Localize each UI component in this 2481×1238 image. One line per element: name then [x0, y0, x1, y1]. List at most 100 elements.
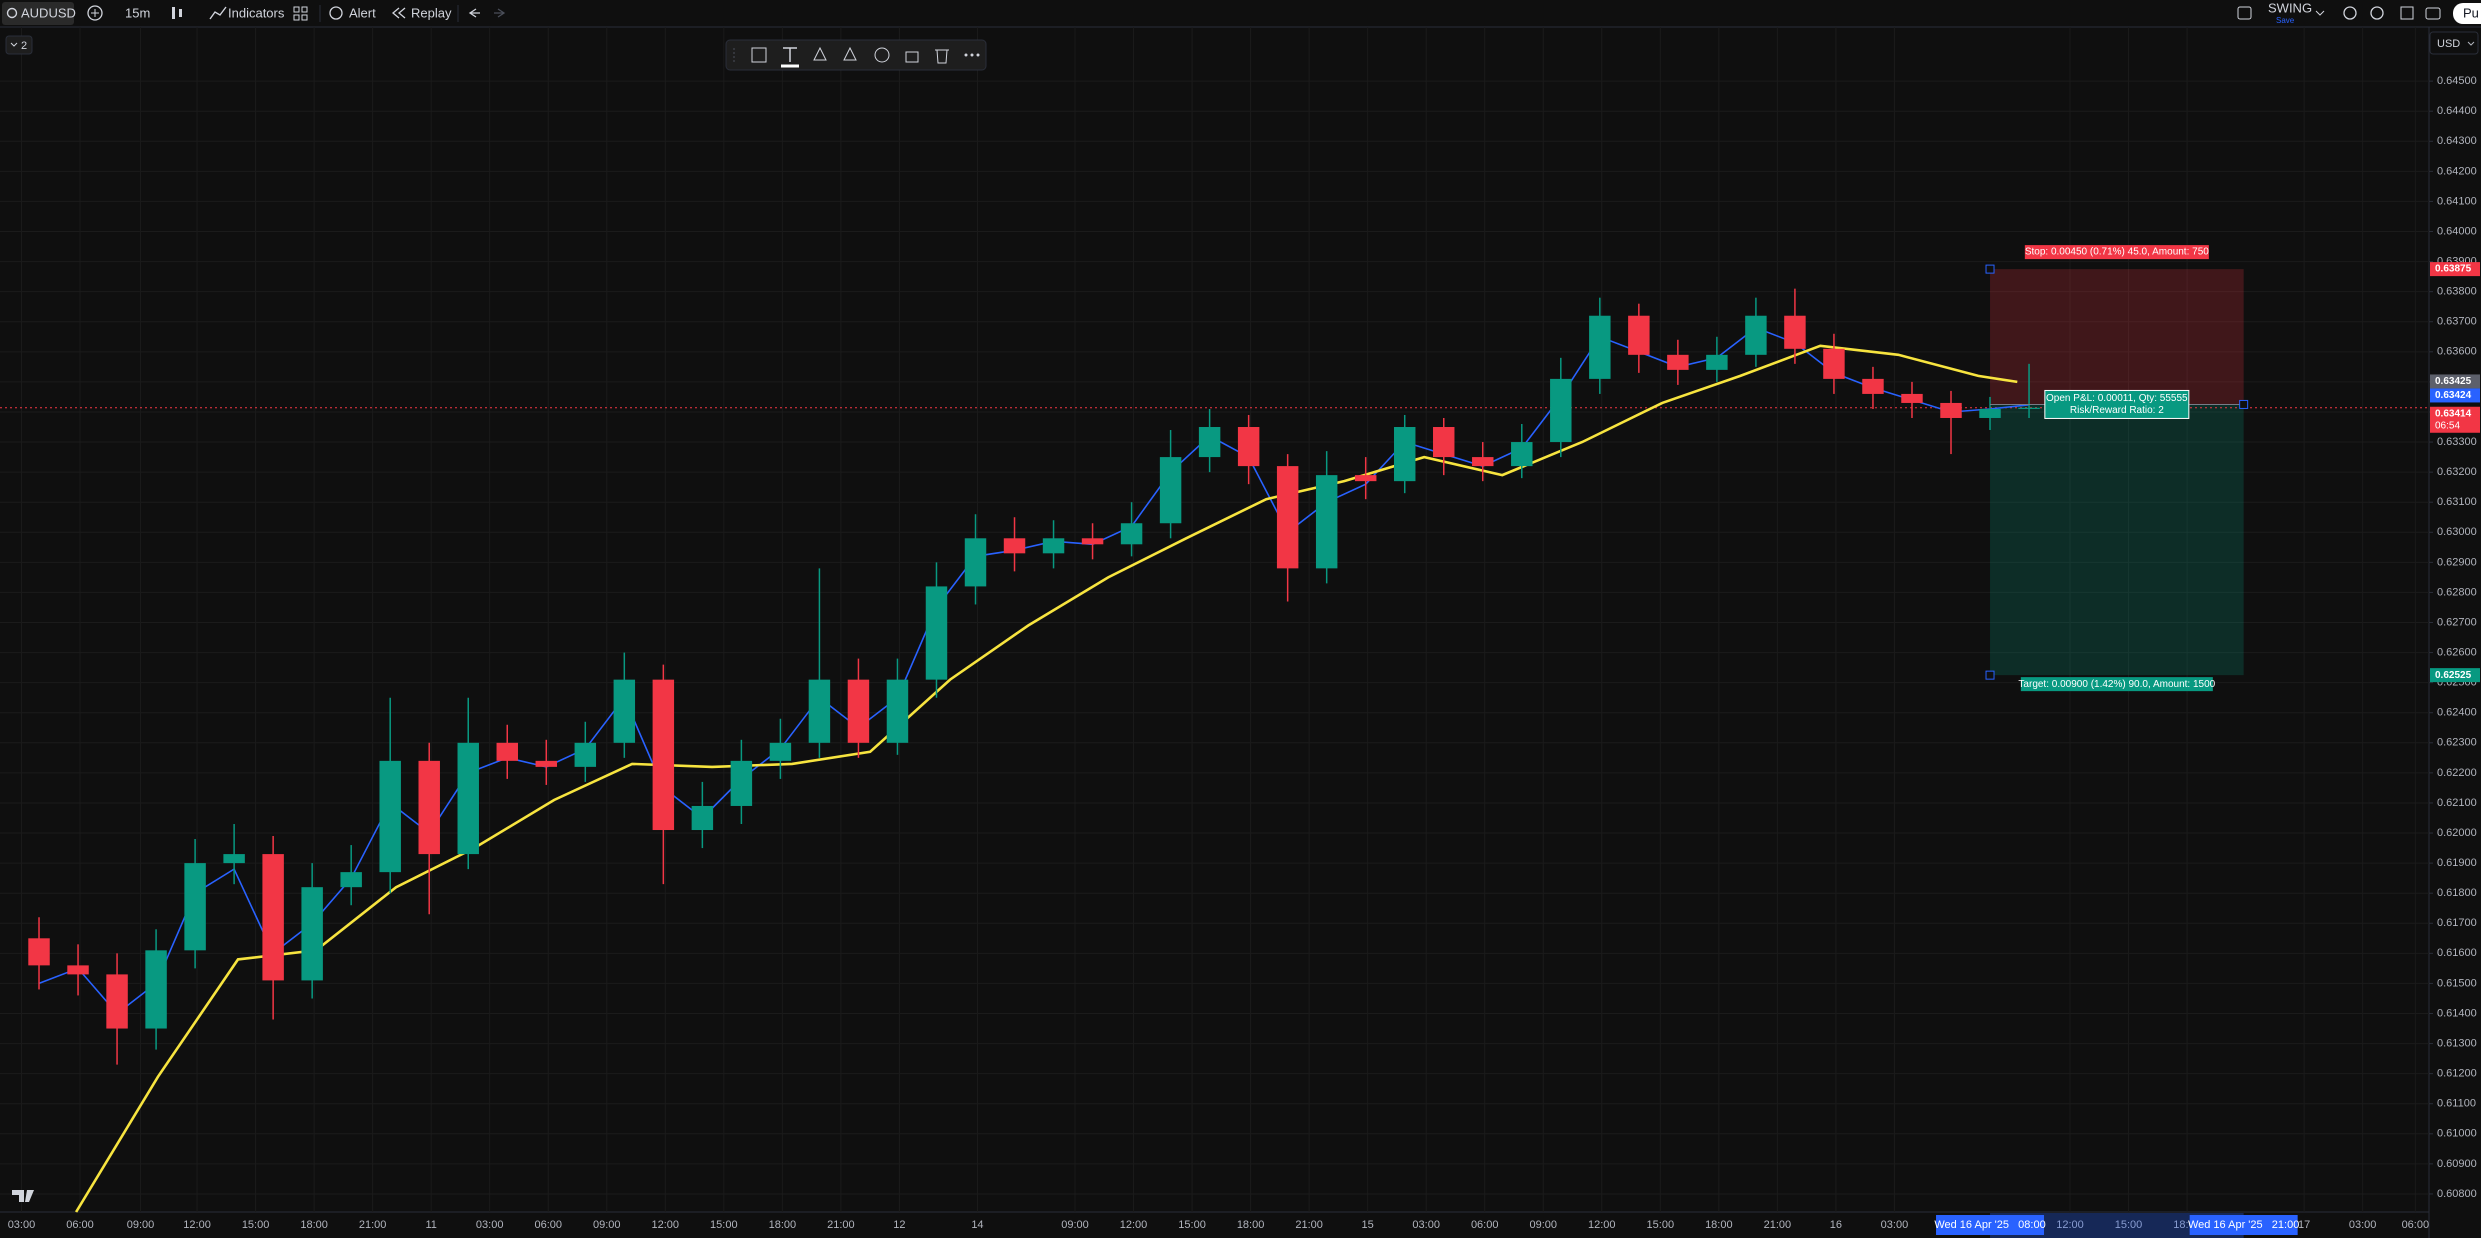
replay-button[interactable]: Replay [411, 5, 452, 20]
fill-tool[interactable] [813, 46, 827, 61]
candle-body [340, 872, 362, 888]
x-tick-label: 15:00 [1647, 1219, 1675, 1231]
candle-body [1354, 475, 1377, 482]
x-tick-label: 09:00 [127, 1219, 155, 1231]
fullscreen-button[interactable] [2400, 6, 2414, 20]
x-tick-label: 12:00 [1120, 1219, 1148, 1231]
candle-body [1706, 354, 1728, 370]
x-tick-label: 12:00 [183, 1219, 211, 1231]
candle-body [847, 679, 870, 743]
currency[interactable]: USD [2437, 38, 2460, 50]
y-tick-label: 0.63300 [2437, 436, 2477, 448]
symbol-button[interactable] [2, 2, 74, 25]
candle-body [262, 854, 284, 981]
lock-tool[interactable] [905, 51, 919, 63]
target-price-bg [2430, 668, 2480, 683]
layout-icon[interactable] [2237, 6, 2252, 20]
currency-button[interactable] [2429, 31, 2479, 55]
time-range-label-bg [1936, 1215, 2045, 1235]
alert-button[interactable]: Alert [349, 5, 376, 20]
entry-price-bg [2430, 374, 2480, 389]
quick-search[interactable] [2343, 6, 2357, 20]
entry-price: 0.63425 [2435, 376, 2472, 387]
candle-body [964, 538, 987, 587]
x-tick-label: 18:00 [769, 1219, 797, 1231]
y-tick-label: 0.62200 [2437, 767, 2477, 779]
stop-label-bg [2024, 245, 2209, 260]
interval[interactable]: 15m [125, 5, 150, 20]
y-tick-label: 0.62000 [2437, 827, 2477, 839]
templates-button[interactable] [293, 6, 300, 13]
candle-body [769, 742, 792, 761]
candle-body [1198, 427, 1221, 458]
candle-body [1901, 393, 1923, 403]
candle-body [1042, 538, 1065, 554]
x-tick-label: 12:00 [652, 1219, 680, 1231]
x-tick-label: 03:00 [1881, 1219, 1909, 1231]
collapsed-count[interactable]: 2 [21, 40, 27, 52]
add-symbol-button[interactable] [87, 5, 103, 21]
logo [12, 1190, 34, 1202]
more-icon [970, 53, 974, 57]
candle-body [106, 974, 128, 1029]
x-tick-label: 12:00 [2056, 1219, 2084, 1231]
delete-tool[interactable] [935, 49, 949, 64]
stop-zone [1990, 269, 2244, 405]
x-tick-label: 21:00 [1295, 1219, 1323, 1231]
candle-body [1979, 408, 2001, 418]
indicators-button[interactable]: Indicators [228, 5, 285, 20]
candle-body [1315, 475, 1338, 569]
y-tick-label: 0.62700 [2437, 616, 2477, 628]
candle-body [1784, 315, 1806, 349]
symbol[interactable]: AUDUSD [21, 5, 76, 20]
template-tool[interactable] [751, 47, 767, 63]
y-tick-label: 0.63600 [2437, 346, 2477, 358]
y-tick-label: 0.61300 [2437, 1037, 2477, 1049]
candle-body [2018, 407, 2040, 409]
more-tool[interactable] [964, 53, 968, 57]
last-price-bg [2430, 406, 2480, 433]
y-tick-label: 0.60800 [2437, 1188, 2477, 1200]
candle-body [496, 742, 518, 761]
candle-body [925, 586, 948, 680]
redo-button[interactable] [494, 8, 506, 18]
x-tick-label: 15:00 [710, 1219, 738, 1231]
y-tick-label: 0.62100 [2437, 797, 2477, 809]
publish-label[interactable]: Pu [2463, 5, 2479, 20]
line-color-tool[interactable] [843, 46, 857, 61]
text-tool[interactable] [783, 47, 797, 62]
undo-button[interactable] [468, 8, 480, 18]
candle-body [730, 760, 753, 806]
x-tick-label: 09:00 [1529, 1219, 1557, 1231]
y-tick-label: 0.64400 [2437, 105, 2477, 117]
candle-body [145, 950, 167, 1029]
layout-name[interactable]: SWING [2268, 0, 2312, 15]
candle-body [67, 965, 89, 975]
chart-type-button[interactable] [172, 7, 175, 19]
settings-button[interactable] [2370, 6, 2384, 20]
settings-tool[interactable] [874, 47, 890, 63]
candle-body [184, 863, 206, 951]
top-toolbar: AUDUSD 15m Indicators Alert Replay SWING… [0, 0, 2481, 28]
y-tick-label: 0.61500 [2437, 977, 2477, 989]
legend-toggle[interactable] [5, 35, 33, 55]
ma-price-bg [2430, 388, 2480, 403]
snapshot-button[interactable] [2425, 7, 2441, 20]
x-tick-label: 18:00 [1705, 1219, 1733, 1231]
alert-icon [329, 6, 343, 20]
y-tick-label: 0.63000 [2437, 526, 2477, 538]
drag-handle [1985, 264, 1995, 274]
countdown: 06:54 [2435, 420, 2460, 431]
layout-menu[interactable] [2315, 10, 2325, 16]
candle-body [1120, 523, 1143, 545]
moving-average-line [74, 344, 2018, 1213]
templates-icon [301, 6, 308, 13]
publish-button[interactable] [2453, 3, 2481, 24]
x-tick-label: 11 [425, 1219, 436, 1231]
last-price: 0.63414 [2435, 408, 2472, 419]
templates-icon [301, 14, 308, 21]
x-tick-label: 18:00 [1237, 1219, 1265, 1231]
candle-body [1589, 315, 1611, 379]
